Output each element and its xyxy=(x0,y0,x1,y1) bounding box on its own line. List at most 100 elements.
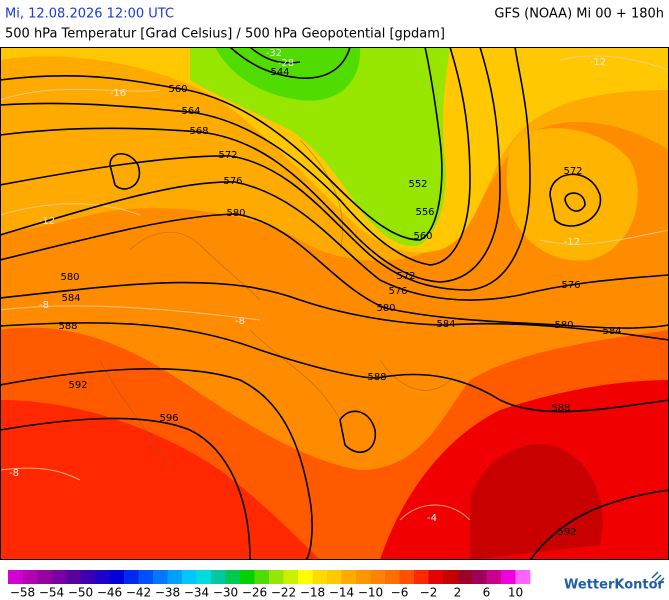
logo-text: WetterKontor xyxy=(564,578,665,593)
colorbar-tick-label: −6 xyxy=(391,586,409,600)
colorbar-swatch xyxy=(80,570,96,584)
colorbar-tick-label: −38 xyxy=(155,586,180,600)
temperature-label: -16 xyxy=(110,88,126,99)
geopotential-label: 552 xyxy=(408,179,427,190)
colorbar-swatch xyxy=(414,570,429,584)
temperature-label: -4 xyxy=(427,513,437,524)
colorbar-swatch xyxy=(211,570,226,584)
temperature-label: -8 xyxy=(39,300,49,311)
model-run: GFS (NOAA) Mi 00 + 180h xyxy=(494,7,664,22)
temperature-label: -32 xyxy=(266,48,282,59)
geopotential-label: 580 xyxy=(376,303,395,314)
colorbar-tick-label: −14 xyxy=(329,586,354,600)
geopotential-isoline xyxy=(549,173,602,227)
colorbar-swatch xyxy=(428,570,444,584)
geopotential-isoline xyxy=(339,410,376,453)
colorbar-swatch xyxy=(225,570,241,584)
colorbar: −58 −54 −50 −46 −42 −38 −34 −30 −26 −22 −18 −14 −10−… xyxy=(8,570,531,600)
colorbar-tick-label: −42 xyxy=(126,586,151,600)
temperature-field xyxy=(470,444,603,560)
colorbar-tick-label: −10 xyxy=(358,586,383,600)
geopotential-label: 584 xyxy=(436,319,455,330)
colorbar-tick-label: −46 xyxy=(97,586,122,600)
geopotential-isoline xyxy=(0,181,669,301)
geopotential-label: 584 xyxy=(61,293,80,304)
colorbar-swatch xyxy=(240,570,255,584)
geopotential-label: 588 xyxy=(367,372,386,383)
colorbar-swatch xyxy=(356,570,371,584)
temperature-field xyxy=(0,400,320,560)
geopotential-isoline xyxy=(0,47,531,291)
geopotential-label: 580 xyxy=(226,208,245,219)
geopotential-label: 576 xyxy=(388,286,407,297)
geopotential-isoline xyxy=(0,368,313,560)
colorbar-swatch xyxy=(95,570,110,584)
geopotential-label: 560 xyxy=(413,231,432,242)
colorbar-swatch xyxy=(312,570,328,584)
colorbar-swatch xyxy=(167,570,183,584)
colorbar-swatch xyxy=(66,570,81,584)
colorbar-tick-label: 6 xyxy=(483,586,491,600)
colorbar-swatch xyxy=(196,570,212,584)
colorbar-tick-label: 2 xyxy=(454,586,462,600)
geopotential-isoline xyxy=(0,322,669,413)
colorbar-swatch xyxy=(457,570,473,584)
coastline xyxy=(99,139,451,471)
geopotential-isoline xyxy=(0,47,471,266)
colorbar-swatch xyxy=(153,570,168,584)
colorbar-swatch xyxy=(254,570,270,584)
geopotential-label: 564 xyxy=(181,106,200,117)
colorbar-swatch xyxy=(182,570,197,584)
geopotential-label: 588 xyxy=(551,403,570,414)
colorbar-swatch xyxy=(138,570,154,584)
geopotential-label: 592 xyxy=(557,527,576,538)
geopotential-label: 580 xyxy=(60,272,79,283)
temperature-label: -12 xyxy=(39,216,55,227)
geopotential-label: 544 xyxy=(270,67,289,78)
colorbar-swatch xyxy=(501,570,516,584)
geopotential-isoline xyxy=(0,47,501,283)
geopotential-label: 568 xyxy=(189,126,208,137)
temperature-label: -12 xyxy=(590,57,606,68)
colorbar-swatch xyxy=(109,570,125,584)
colorbar-swatch xyxy=(327,570,342,584)
geopotential-label: 572 xyxy=(563,166,582,177)
colorbar-swatch xyxy=(472,570,487,584)
logo: WetterKontor xyxy=(564,571,665,593)
temperature-field xyxy=(215,47,361,101)
temperature-label: -12 xyxy=(564,237,580,248)
geopotential-label: 592 xyxy=(68,380,87,391)
geopotential-label: 556 xyxy=(415,207,434,218)
colorbar-swatch xyxy=(370,570,386,584)
geopotential-label: 572 xyxy=(218,150,237,161)
temperature-field xyxy=(190,47,450,246)
temperature-field xyxy=(506,128,638,261)
colorbar-tick-label: −30 xyxy=(213,586,238,600)
geopotential-label: 596 xyxy=(159,413,178,424)
colorbar-swatch xyxy=(8,570,23,584)
geopotential-label: 584 xyxy=(602,326,621,337)
temperature-labels: -32 -28 -16 -12 -12 -12 -8 -8 -8 -4 xyxy=(9,48,606,524)
logo-icon xyxy=(651,571,665,585)
geopotential-isoline xyxy=(229,47,351,79)
geopotential-isoline xyxy=(0,47,443,241)
colorbar-tick-label: −58 xyxy=(10,586,35,600)
geopotential-label: 588 xyxy=(58,321,77,332)
colorbar-swatch xyxy=(298,570,313,584)
geopotential-labels: 560 564 568 572 576 580 580 584 588 592 … xyxy=(58,67,621,538)
temperature-label: -8 xyxy=(9,468,19,479)
map: 560 564 568 572 576 580 580 584 588 592 … xyxy=(0,47,669,560)
colorbar-swatch xyxy=(486,570,502,584)
colorbar-swatch xyxy=(515,570,531,584)
colorbar-tick-label: −18 xyxy=(300,586,325,600)
colorbar-tick-label: 10 xyxy=(508,586,523,600)
geopotential-isoline xyxy=(109,152,141,190)
map-subtitle: 500 hPa Temperatur [Grad Celsius] / 500 … xyxy=(5,27,445,42)
temperature-isoline xyxy=(0,55,669,521)
geopotential-label: 576 xyxy=(561,280,580,291)
colorbar-tick-label: −26 xyxy=(242,586,267,600)
colorbar-swatch xyxy=(124,570,139,584)
colorbar-swatch xyxy=(37,570,52,584)
colorbar-swatch xyxy=(283,570,299,584)
